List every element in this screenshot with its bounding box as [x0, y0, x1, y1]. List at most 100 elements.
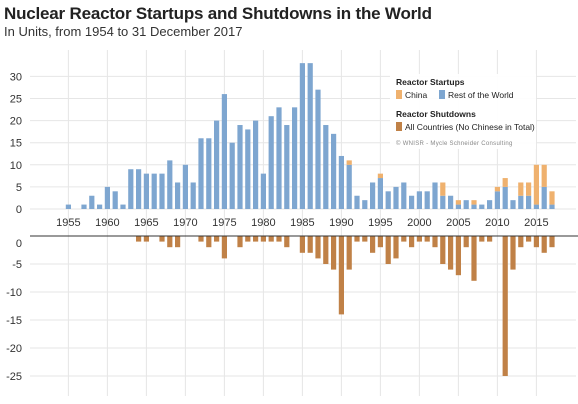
bar-startup-rest	[409, 195, 415, 209]
x-tick-label: 2015	[524, 217, 548, 229]
bar-startup-rest	[502, 186, 508, 209]
bar-shutdown	[510, 236, 516, 270]
y-tick-label: -5	[12, 259, 22, 271]
bar-startup-china	[471, 200, 477, 205]
bar-shutdown	[502, 236, 508, 376]
bar-shutdown	[479, 236, 485, 242]
legend-shutdowns-title: Reactor Shutdowns	[396, 109, 476, 119]
bar-shutdown	[143, 236, 149, 242]
y-tick-label: 0	[16, 238, 22, 250]
bar-shutdown	[284, 236, 290, 248]
bar-startup-china	[518, 182, 524, 196]
y-tick-label: 0	[16, 204, 22, 216]
bar-shutdown	[338, 236, 344, 315]
bar-startup-rest	[214, 120, 220, 209]
bar-shutdown	[346, 236, 352, 270]
y-tick-label: 10	[10, 160, 22, 172]
bar-shutdown	[377, 236, 383, 248]
bar-startup-rest	[487, 200, 493, 209]
bar-shutdown	[307, 236, 313, 253]
bar-shutdown	[206, 236, 212, 248]
bar-startup-rest	[401, 182, 407, 209]
bar-startup-rest	[260, 173, 266, 209]
bar-shutdown	[323, 236, 329, 264]
x-tick-label: 2005	[446, 217, 470, 229]
bar-startup-rest	[198, 138, 204, 209]
x-tick-label: 1960	[95, 217, 119, 229]
bar-shutdown	[370, 236, 376, 253]
bar-shutdown	[268, 236, 274, 242]
bar-startup-china	[549, 191, 555, 205]
chart-subtitle: In Units, from 1954 to 31 December 2017	[4, 24, 243, 39]
bar-shutdown	[315, 236, 321, 259]
bar-shutdown	[276, 236, 282, 242]
bar-shutdown	[260, 236, 266, 242]
x-tick-label: 1980	[251, 217, 275, 229]
legend-label-shutdowns: All Countries (No Chinese in Total)	[405, 122, 535, 132]
bar-startup-rest	[393, 186, 399, 209]
bar-shutdown	[463, 236, 469, 248]
bar-startup-rest	[276, 107, 282, 209]
shutdown-bars	[136, 236, 555, 376]
y-tick-label: 5	[16, 182, 22, 194]
bar-startup-rest	[362, 200, 368, 209]
bar-startup-rest	[346, 164, 352, 209]
y-tick-label: 25	[10, 94, 22, 106]
bar-startup-china	[533, 164, 539, 205]
x-tick-label: 1970	[173, 217, 197, 229]
bar-startup-rest	[175, 182, 181, 209]
bar-shutdown	[221, 236, 227, 259]
bar-startup-rest	[206, 138, 212, 209]
bar-startup-rest	[377, 178, 383, 209]
bar-startup-rest	[167, 160, 173, 209]
legend-swatch-shutdowns	[396, 122, 402, 131]
bar-shutdown	[354, 236, 360, 242]
bar-startup-rest	[416, 191, 422, 209]
x-tick-label: 1985	[290, 217, 314, 229]
bar-shutdown	[253, 236, 259, 242]
bar-startup-rest	[541, 186, 547, 209]
bar-startup-rest	[284, 125, 290, 209]
bar-startup-rest	[494, 191, 500, 209]
legend-label-rest: Rest of the World	[448, 90, 514, 100]
y-tick-label: 15	[10, 138, 22, 150]
bar-startup-rest	[424, 191, 430, 209]
y-tick-label: 30	[10, 71, 22, 83]
bar-startup-china	[494, 186, 500, 192]
bar-startup-rest	[245, 129, 251, 209]
bar-shutdown	[198, 236, 204, 242]
bar-startup-rest	[136, 169, 142, 209]
y-tick-label: -25	[6, 371, 22, 383]
bar-shutdown	[533, 236, 539, 248]
bar-startup-rest	[315, 89, 321, 209]
bar-shutdown	[541, 236, 547, 253]
bar-startup-china	[377, 173, 383, 179]
legend-background	[390, 74, 536, 149]
bar-shutdown	[159, 236, 165, 242]
bar-shutdown	[487, 236, 493, 242]
bar-shutdown	[448, 236, 454, 270]
bar-startup-rest	[432, 182, 438, 209]
bar-startup-china	[541, 164, 547, 187]
bar-shutdown	[299, 236, 305, 253]
legend-startups-title: Reactor Startups	[396, 77, 465, 87]
bar-shutdown	[175, 236, 181, 248]
legend-swatch-rest	[439, 90, 445, 99]
bar-shutdown	[167, 236, 173, 248]
x-tick-label: 1995	[368, 217, 392, 229]
y-tick-label: -15	[6, 315, 22, 327]
y-tick-label: 20	[10, 116, 22, 128]
bar-startup-rest	[81, 204, 87, 209]
bar-startup-rest	[323, 125, 329, 209]
x-axis-ticks: 1955 1960 1965 1970 1975 1980 1985 1990 1995 2000…	[56, 217, 548, 229]
bar-startup-rest	[370, 182, 376, 209]
bar-startup-rest	[440, 195, 446, 209]
bar-startup-rest	[253, 120, 259, 209]
bar-shutdown	[136, 236, 142, 242]
bar-startup-rest	[307, 63, 313, 209]
bar-startup-rest	[182, 164, 188, 209]
bar-startup-rest	[299, 63, 305, 209]
x-tick-label: 1965	[134, 217, 158, 229]
bar-startup-rest	[331, 133, 337, 209]
